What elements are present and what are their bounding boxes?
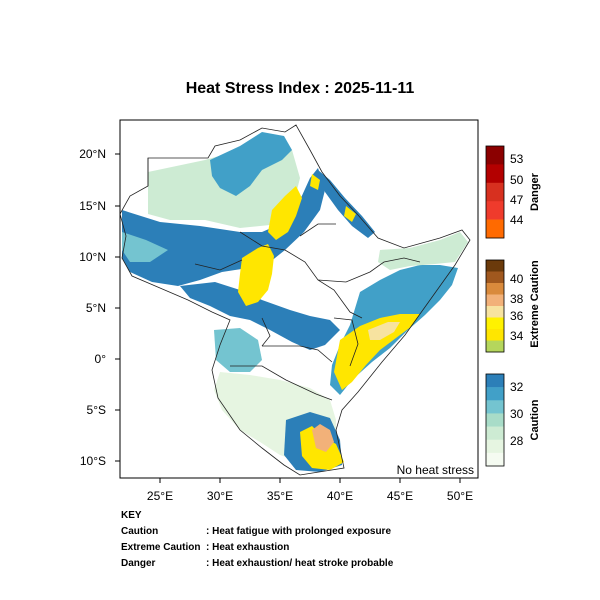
lon-label-40: 40°E — [327, 489, 353, 503]
colorbar-swatch — [486, 271, 504, 284]
colorbar-outline — [485, 259, 505, 353]
caution-tick-30: 30 — [510, 407, 524, 421]
extreme-caution-orange-coast — [312, 424, 334, 452]
colorbar-swatch — [486, 439, 504, 454]
lon-label-45: 45°E — [387, 489, 413, 503]
colorbar-swatch — [486, 182, 504, 202]
key-row-caution: Caution : Heat fatigue with prolonged ex… — [121, 524, 393, 540]
lon-label-25: 25°E — [147, 489, 173, 503]
map-panel — [120, 124, 471, 476]
colorbar-caution: 32 30 28 Caution — [485, 373, 541, 467]
caution-dark-north — [210, 132, 292, 196]
lat-label-20n: 20°N — [79, 147, 106, 161]
extreme-caution-title: Extreme Caution — [529, 260, 541, 348]
key-desc: : Heat exhaustion — [206, 542, 290, 553]
colorbar-swatch — [486, 283, 504, 295]
caution-mid-west — [122, 232, 168, 262]
caution-dark-sahel — [122, 168, 325, 286]
map-frame — [119, 119, 479, 479]
colorbar-danger: 53 50 47 44 Danger — [485, 145, 541, 239]
lon-tick-marks — [159, 478, 461, 483]
caution-mid-lake-region — [214, 328, 262, 372]
key-legend: KEY Caution : Heat fatigue with prolonge… — [121, 508, 393, 572]
lon-label-30: 30°E — [207, 489, 233, 503]
lat-label-10n: 10°N — [79, 250, 106, 264]
key-desc: : Heat fatigue with prolonged exposure — [206, 526, 392, 537]
colorbar-outline — [485, 373, 505, 467]
colorbar-outline — [485, 145, 505, 239]
danger-title: Danger — [529, 172, 541, 211]
colorbar-swatch — [486, 413, 504, 427]
caution-red-sea-coast — [318, 170, 375, 238]
colorbar-swatch — [486, 317, 504, 330]
key-term: Danger — [121, 558, 156, 569]
colorbar-swatch — [486, 340, 504, 353]
lat-label-0: 0° — [95, 352, 107, 366]
caution-tick-32: 32 — [510, 380, 524, 394]
extreme-caution-eritrea — [310, 174, 320, 190]
key-desc: : Heat exhaustion/ heat stroke probable — [206, 558, 394, 569]
extreme-caution-somalia-orange — [368, 322, 400, 340]
key-term: Extreme Caution — [121, 542, 201, 553]
colorbar-swatch — [486, 426, 504, 441]
colorbar-swatch — [486, 146, 504, 165]
lat-label-15n: 15°N — [79, 199, 106, 213]
caution-light-horn — [378, 232, 468, 270]
extreme-tick-38: 38 — [510, 292, 524, 306]
colorbar-swatch — [486, 400, 504, 414]
map-title: Heat Stress Index : 2025-11-11 — [185, 80, 415, 97]
extreme-caution-sudan-east — [268, 186, 302, 240]
caution-tick-28: 28 — [510, 434, 524, 448]
colorbar-swatch — [486, 452, 504, 467]
lon-label-35: 35°E — [267, 489, 293, 503]
key-row-extreme-caution: Extreme Caution : Heat exhaustion — [121, 540, 393, 556]
no-heat-stress-label: No heat stress — [397, 463, 474, 477]
key-heading: KEY — [121, 510, 142, 521]
danger-tick-53: 53 — [510, 152, 524, 166]
colorbar-extreme-caution: 40 38 36 34 Extreme Caution — [485, 259, 541, 353]
colorbar-swatch — [486, 374, 504, 388]
colorbar-swatch — [486, 260, 504, 272]
colorbar-swatch — [486, 329, 504, 341]
lat-tick-marks — [115, 153, 120, 462]
danger-tick-50: 50 — [510, 173, 524, 187]
extreme-caution-south-sudan — [238, 244, 274, 306]
lat-label-10s: 10°S — [80, 454, 106, 468]
lat-label-5n: 5°N — [86, 301, 106, 315]
key-term: Caution — [121, 526, 159, 537]
colorbar-swatch — [486, 201, 504, 220]
key-row-danger: Danger : Heat exhaustion/ heat stroke pr… — [121, 556, 393, 572]
caution-title: Caution — [529, 399, 541, 440]
colorbar-swatch — [486, 306, 504, 318]
extreme-tick-40: 40 — [510, 272, 524, 286]
lon-label-50: 50°E — [447, 489, 473, 503]
danger-tick-47: 47 — [510, 193, 524, 207]
country-borders — [120, 124, 471, 476]
colorbar-swatch — [486, 387, 504, 401]
colorbar-swatch — [486, 294, 504, 307]
lat-label-5s: 5°S — [87, 403, 106, 417]
colorbar-swatch — [486, 219, 504, 239]
extreme-caution-djibouti — [344, 206, 356, 222]
danger-tick-44: 44 — [510, 213, 524, 227]
colorbar-swatch — [486, 164, 504, 184]
extreme-tick-36: 36 — [510, 309, 524, 323]
caution-mid-south-sudan — [180, 282, 340, 350]
extreme-tick-34: 34 — [510, 329, 524, 343]
